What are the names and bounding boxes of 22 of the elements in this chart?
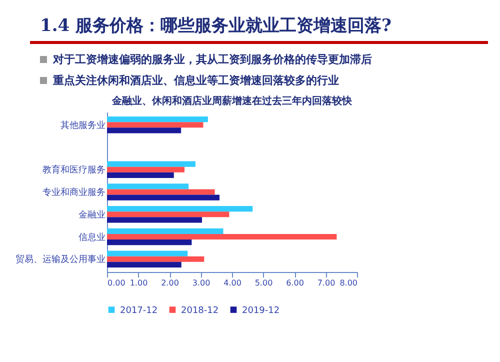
chart-subtitle: 金融业、休闲和酒店业周薪增速在过去三年内回落较快 [111,95,353,107]
legend-label: 2018-12 [181,306,219,316]
x-tick-label: 3.00 [192,278,210,288]
x-tick-label: 2.00 [161,278,179,288]
x-tick-label: 8.00 [340,278,358,288]
x-tick-label: 0.00 [108,278,126,288]
text: 对于工资增速偏弱的服务业，其从工资到服务价格的传导更加滞后 [52,52,373,67]
y-tick-label: 教育和医疗服务 [42,164,106,176]
legend-label: 2017-12 [120,306,158,316]
legend-label: 2019-12 [242,306,280,316]
x-tick-label: 4.00 [224,278,242,288]
y-tick-label: 专业和商业服务 [42,187,106,198]
x-tick-label: 5.00 [254,278,273,288]
chart-title: 1.4 服务价格：哪些服务业就业工资增速回落? [30,8,488,44]
text: 重点关注休闲和酒店业、信息业等工资增速回落较多的行业 [52,73,340,88]
y-tick-label: 信息业 [78,232,106,243]
y-tick-label: 贸易、运输及公用事业 [16,254,106,266]
x-tick-label: 7.00 [317,278,336,288]
y-tick-label: 金融业 [78,209,106,220]
y-tick-label: 其他服务业 [60,120,106,131]
x-tick-label: 1.00 [130,278,148,288]
x-tick-label: 6.00 [286,278,304,288]
